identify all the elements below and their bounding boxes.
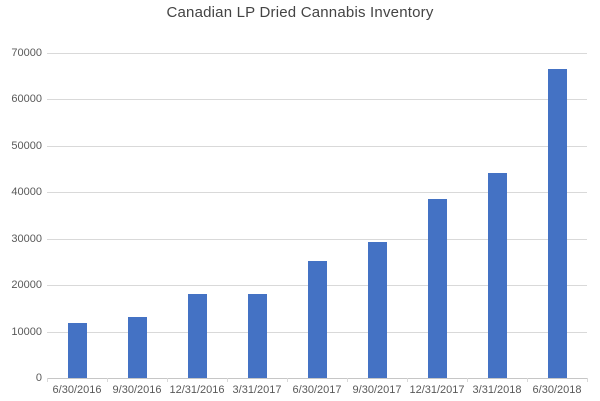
- x-axis-tick: [227, 378, 228, 382]
- x-axis-tick-label: 12/31/2016: [169, 384, 225, 396]
- x-axis-tick-label: 3/31/2017: [232, 384, 282, 396]
- x-axis-tick: [167, 378, 168, 382]
- y-axis-tick-label: 50000: [11, 139, 42, 152]
- y-gridline: [47, 53, 587, 54]
- x-axis-tick-label: 3/31/2018: [472, 384, 522, 396]
- y-axis-tick-label: 30000: [11, 232, 42, 245]
- x-axis-tick: [287, 378, 288, 382]
- bar: [487, 173, 507, 378]
- x-axis-tick: [47, 378, 48, 382]
- y-axis-tick-label: 20000: [11, 279, 42, 292]
- y-axis-tick-label: 0: [35, 372, 42, 384]
- x-axis-tick-label: 6/30/2017: [292, 384, 342, 396]
- bar: [247, 293, 267, 378]
- bar: [67, 322, 87, 378]
- y-axis-tick-label: 10000: [11, 325, 42, 338]
- x-axis-tick-label: 12/31/2017: [409, 384, 465, 396]
- x-axis-tick: [107, 378, 108, 382]
- y-axis-tick-label: 70000: [11, 47, 42, 59]
- y-gridline: [47, 99, 587, 101]
- x-axis-line: [47, 378, 587, 379]
- chart-title: Canadian LP Dried Cannabis Inventory: [166, 4, 434, 21]
- bar: [367, 242, 387, 378]
- x-axis-tick: [467, 378, 468, 382]
- x-axis-tick-label: 9/30/2017: [352, 384, 402, 396]
- bar: [127, 316, 147, 378]
- y-gridline: [47, 145, 587, 147]
- y-axis-tick-label: 40000: [11, 186, 42, 199]
- bar: [547, 68, 567, 378]
- bar: [307, 261, 327, 378]
- x-axis-tick: [527, 378, 528, 382]
- bar: [187, 293, 207, 378]
- x-axis-tick: [347, 378, 348, 382]
- x-axis-tick: [407, 378, 408, 382]
- bar: [427, 198, 447, 378]
- x-axis-tick-label: 6/30/2016: [52, 384, 102, 396]
- y-gridline: [47, 238, 587, 240]
- y-gridline: [47, 192, 587, 194]
- x-axis-tick-label: 9/30/2016: [112, 384, 162, 396]
- y-axis-tick-label: 60000: [11, 93, 42, 106]
- x-axis-tick: [587, 378, 588, 382]
- x-axis-tick-label: 6/30/2018: [532, 384, 582, 396]
